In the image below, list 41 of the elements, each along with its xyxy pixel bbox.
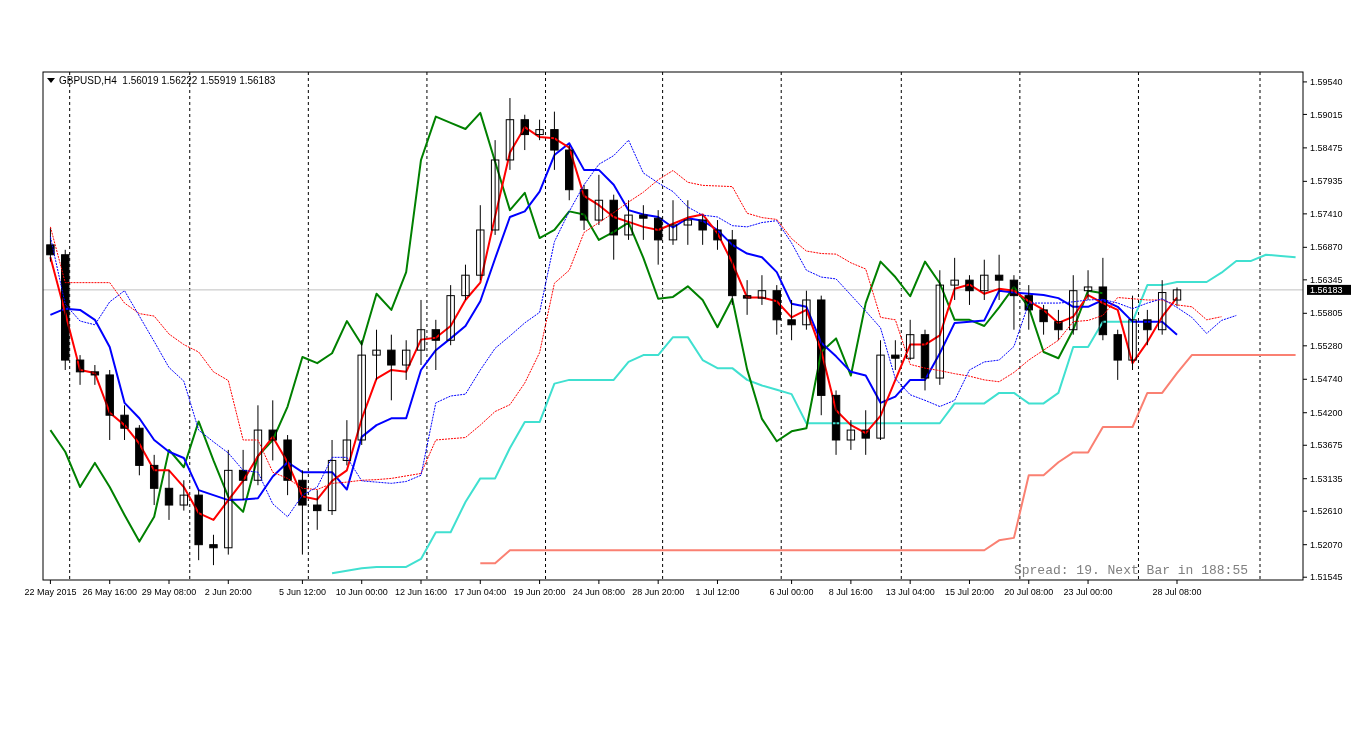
y-tick-label: 1.54200 xyxy=(1310,407,1343,418)
x-tick-label: 26 May 16:00 xyxy=(82,587,137,597)
y-tick-label: 1.59540 xyxy=(1310,77,1343,88)
x-tick-label: 15 Jul 20:00 xyxy=(944,587,994,597)
ref-line-label: 1.56183 xyxy=(1310,285,1343,296)
y-tick-label: 1.57935 xyxy=(1310,176,1343,187)
y-tick-label: 1.51545 xyxy=(1310,572,1343,583)
x-tick-label: 28 Jun 20:00 xyxy=(632,587,685,597)
x-tick-label: 5 Jun 12:00 xyxy=(278,587,326,597)
chart-title: GBPUSD,H4 1.56019 1.56222 1.55919 1.56183 xyxy=(59,75,276,86)
line-series xyxy=(331,253,1297,575)
annotation: Spread: 19. Next Bar in 188:55 xyxy=(1013,563,1248,578)
x-tick-label: 13 Jul 04:00 xyxy=(885,587,935,597)
y-tick-label: 1.55805 xyxy=(1310,308,1343,319)
x-tick-label: 2 Jun 20:00 xyxy=(204,587,252,597)
x-tick-label: 28 Jul 08:00 xyxy=(1152,587,1202,597)
y-tick-label: 1.54740 xyxy=(1310,374,1343,385)
y-tick-label: 1.52070 xyxy=(1310,539,1343,550)
y-tick-label: 1.55280 xyxy=(1310,340,1343,351)
y-tick-label: 1.58475 xyxy=(1310,143,1343,154)
y-tick-label: 1.53675 xyxy=(1310,440,1343,451)
y-tick-label: 1.57410 xyxy=(1310,209,1343,220)
x-tick-label: 29 May 08:00 xyxy=(141,587,197,597)
y-tick-label: 1.56870 xyxy=(1310,242,1343,253)
x-tick-label: 12 Jun 16:00 xyxy=(394,587,448,597)
y-tick-label: 1.52610 xyxy=(1310,506,1343,517)
x-tick-label: 22 May 2015 xyxy=(24,587,77,597)
y-tick-label: 1.56345 xyxy=(1310,275,1343,285)
x-tick-label: 20 Jul 08:00 xyxy=(1004,587,1054,597)
x-tick-label: 10 Jun 00:00 xyxy=(335,587,388,597)
candlestick xyxy=(550,111,559,171)
x-tick-label: 1 Jul 12:00 xyxy=(695,587,740,597)
x-tick-label: 6 Jul 00:00 xyxy=(769,587,814,597)
y-tick-label: 1.53135 xyxy=(1310,473,1343,484)
y-tick-label: 1.59015 xyxy=(1310,109,1343,120)
x-tick-label: 17 Jun 04:00 xyxy=(454,587,507,597)
x-tick-label: 19 Jun 20:00 xyxy=(513,587,566,597)
x-tick-label: 8 Jul 16:00 xyxy=(828,587,873,597)
x-tick-label: 24 Jun 08:00 xyxy=(572,587,625,597)
line-series xyxy=(479,354,1297,565)
x-tick-label: 23 Jul 00:00 xyxy=(1063,587,1113,597)
